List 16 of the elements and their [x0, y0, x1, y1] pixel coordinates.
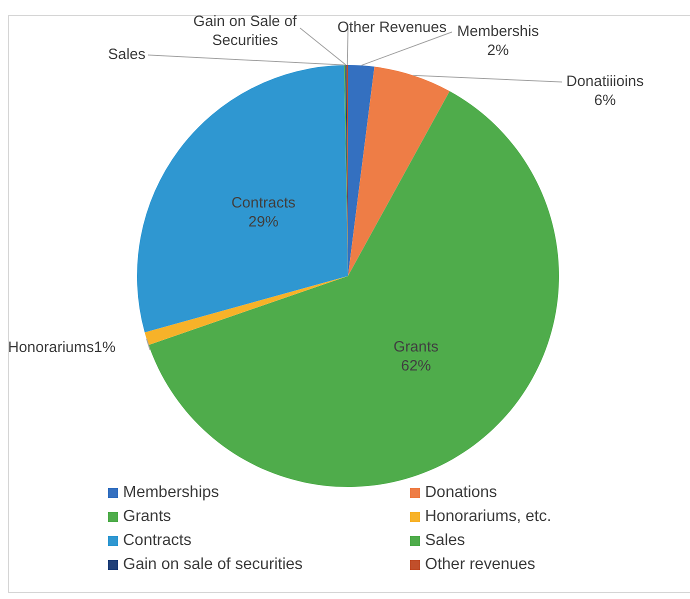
legend-label: Sales	[425, 532, 466, 550]
legend-label: Other revenues	[425, 556, 536, 574]
data-label: Other Revenues	[337, 19, 447, 36]
data-label: Donatiiioins 6%	[566, 73, 644, 110]
legend-label: Honorariums, etc.	[425, 508, 552, 526]
data-label: Sales	[108, 46, 146, 64]
data-label: Gain on Sale of Securities	[193, 13, 298, 50]
data-label: Grants 62%	[394, 338, 439, 374]
legend-label: Donations	[425, 484, 498, 502]
data-label: Membershis 2%	[457, 23, 539, 60]
legend-label: Gain on sale of securities	[123, 556, 303, 574]
legend-label: Memberships	[123, 484, 220, 502]
data-label: Contracts 29%	[231, 194, 296, 231]
legend-label: Contracts	[123, 532, 192, 550]
legend-label: Grants	[123, 508, 172, 526]
data-label: Honorariums1%	[8, 339, 116, 356]
